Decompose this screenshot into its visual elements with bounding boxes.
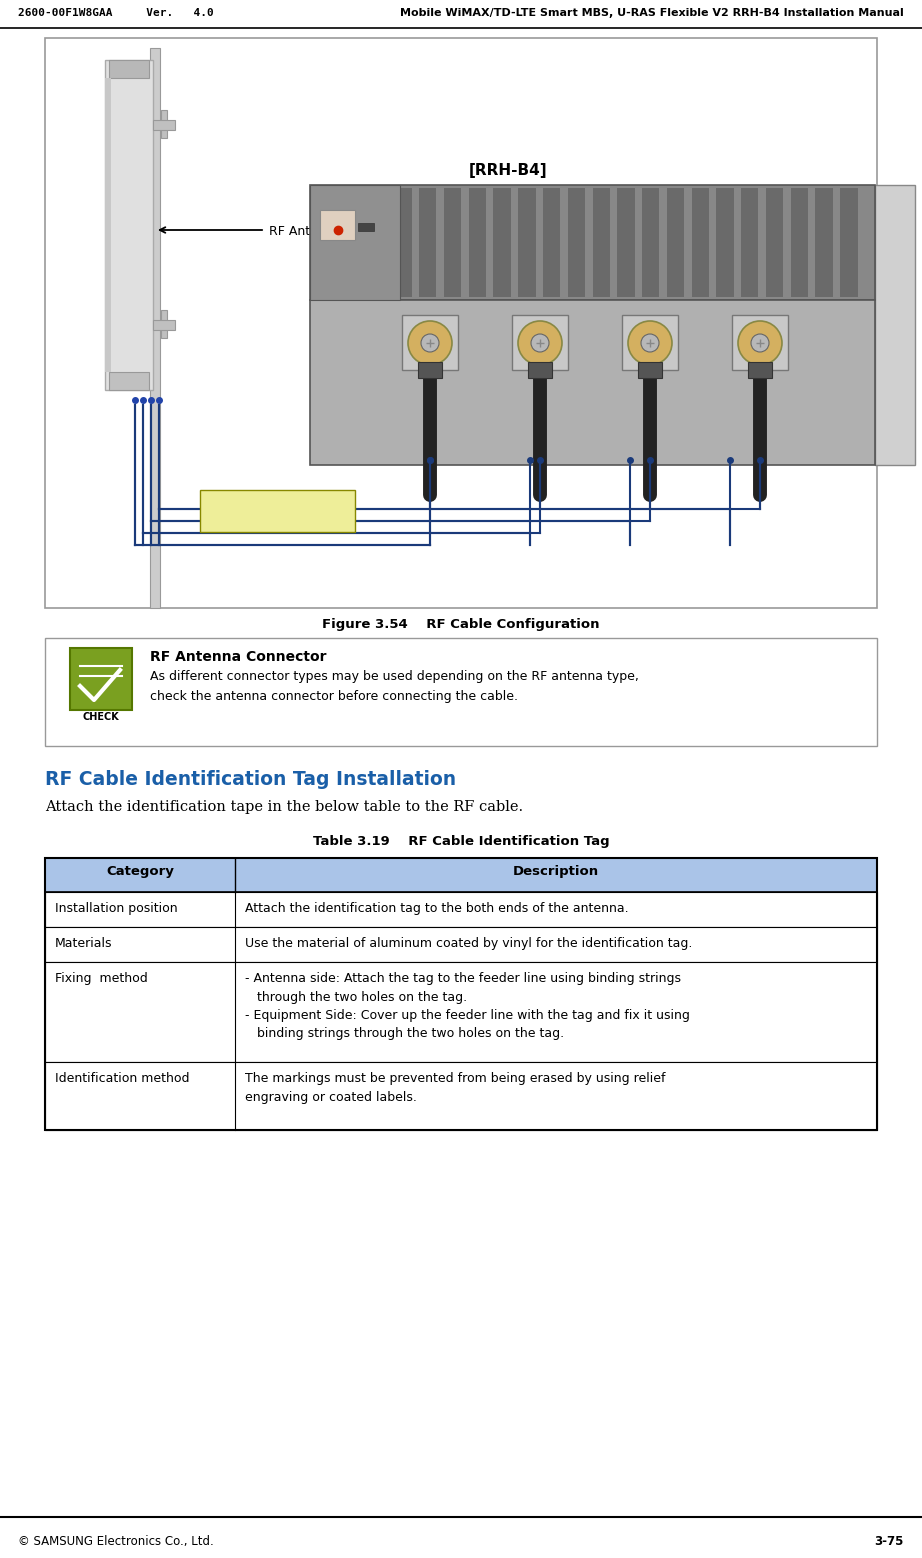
Bar: [105, 61, 153, 390]
Bar: [568, 189, 585, 298]
Bar: [70, 648, 132, 710]
Text: As different connector types may be used depending on the RF antenna type,
check: As different connector types may be used…: [150, 670, 639, 703]
Text: The markings must be prevented from being erased by using relief
engraving or co: The markings must be prevented from bein…: [245, 1072, 666, 1103]
Bar: [617, 189, 634, 298]
Bar: [45, 858, 877, 893]
Text: Attach the identification tag to the both ends of the antenna.: Attach the identification tag to the bot…: [245, 902, 629, 915]
Bar: [109, 61, 149, 78]
Bar: [45, 927, 877, 961]
Circle shape: [531, 333, 549, 352]
Text: Category: Category: [106, 865, 174, 879]
Text: Use the material of aluminum coated by vinyl for the identification tag.: Use the material of aluminum coated by v…: [245, 936, 692, 950]
Text: Fixing  method: Fixing method: [55, 972, 148, 985]
Bar: [105, 78, 111, 372]
Circle shape: [751, 333, 769, 352]
Bar: [370, 189, 387, 298]
Bar: [642, 189, 659, 298]
Bar: [512, 315, 568, 369]
Text: © SAMSUNG Electronics Co., Ltd.: © SAMSUNG Electronics Co., Ltd.: [18, 1535, 214, 1549]
Bar: [518, 189, 536, 298]
Bar: [528, 361, 552, 379]
Bar: [45, 637, 877, 746]
Bar: [200, 491, 355, 531]
Bar: [420, 189, 436, 298]
Bar: [402, 315, 458, 369]
Text: Materials: Materials: [55, 936, 112, 950]
Circle shape: [421, 333, 439, 352]
Bar: [153, 120, 175, 129]
Text: Mobile WiMAX/TD-LTE Smart MBS, U-RAS Flexible V2 RRH-B4 Installation Manual: Mobile WiMAX/TD-LTE Smart MBS, U-RAS Fle…: [400, 8, 904, 19]
Circle shape: [518, 321, 562, 365]
Bar: [153, 319, 175, 330]
Bar: [840, 189, 857, 298]
Text: 2600-00F1W8GAA     Ver.   4.0: 2600-00F1W8GAA Ver. 4.0: [18, 8, 214, 19]
Circle shape: [738, 321, 782, 365]
Bar: [345, 189, 362, 298]
Bar: [320, 189, 337, 298]
Text: Figure 3.54    RF Cable Configuration: Figure 3.54 RF Cable Configuration: [323, 619, 599, 631]
Bar: [443, 189, 461, 298]
Bar: [692, 189, 709, 298]
Bar: [161, 310, 167, 338]
Bar: [468, 189, 486, 298]
Text: RF Antenna: RF Antenna: [269, 224, 341, 238]
Bar: [358, 223, 374, 231]
Text: RF Cable Identification Tag Installation: RF Cable Identification Tag Installation: [45, 770, 456, 788]
Bar: [320, 210, 355, 240]
Bar: [310, 185, 875, 301]
Bar: [418, 361, 442, 379]
Bar: [310, 301, 875, 464]
Bar: [150, 48, 160, 608]
Text: Description: Description: [513, 865, 599, 879]
Text: Installation position: Installation position: [55, 902, 178, 915]
Circle shape: [641, 333, 659, 352]
Bar: [45, 37, 877, 608]
Text: Identification method: Identification method: [55, 1072, 190, 1084]
Bar: [493, 189, 511, 298]
Circle shape: [408, 321, 452, 365]
Bar: [109, 372, 149, 390]
Bar: [543, 189, 561, 298]
Bar: [748, 361, 772, 379]
Bar: [310, 185, 400, 301]
Text: RF Antenna Connector: RF Antenna Connector: [150, 650, 326, 664]
Bar: [875, 185, 915, 464]
Text: - Antenna side: Attach the tag to the feeder line using binding strings
   throu: - Antenna side: Attach the tag to the fe…: [245, 972, 690, 1041]
Bar: [791, 189, 808, 298]
Text: Table 3.19    RF Cable Identification Tag: Table 3.19 RF Cable Identification Tag: [313, 835, 609, 848]
Bar: [395, 189, 411, 298]
Bar: [45, 1063, 877, 1130]
Bar: [45, 858, 877, 1130]
Bar: [45, 893, 877, 927]
Bar: [815, 189, 833, 298]
Bar: [622, 315, 678, 369]
Text: CHECK: CHECK: [83, 712, 119, 721]
Bar: [732, 315, 788, 369]
Circle shape: [628, 321, 672, 365]
Bar: [45, 961, 877, 1063]
Bar: [638, 361, 662, 379]
Bar: [161, 111, 167, 139]
Bar: [667, 189, 684, 298]
Text: 1/2 in. Feeder Line
(RRH-B4~RF Antenna): 1/2 in. Feeder Line (RRH-B4~RF Antenna): [219, 495, 336, 517]
Bar: [741, 189, 759, 298]
Bar: [766, 189, 784, 298]
Text: [RRH-B4]: [RRH-B4]: [468, 164, 547, 178]
Text: Attach the identification tape in the below table to the RF cable.: Attach the identification tape in the be…: [45, 799, 523, 813]
Bar: [593, 189, 609, 298]
Bar: [716, 189, 734, 298]
Text: 3-75: 3-75: [875, 1535, 904, 1549]
